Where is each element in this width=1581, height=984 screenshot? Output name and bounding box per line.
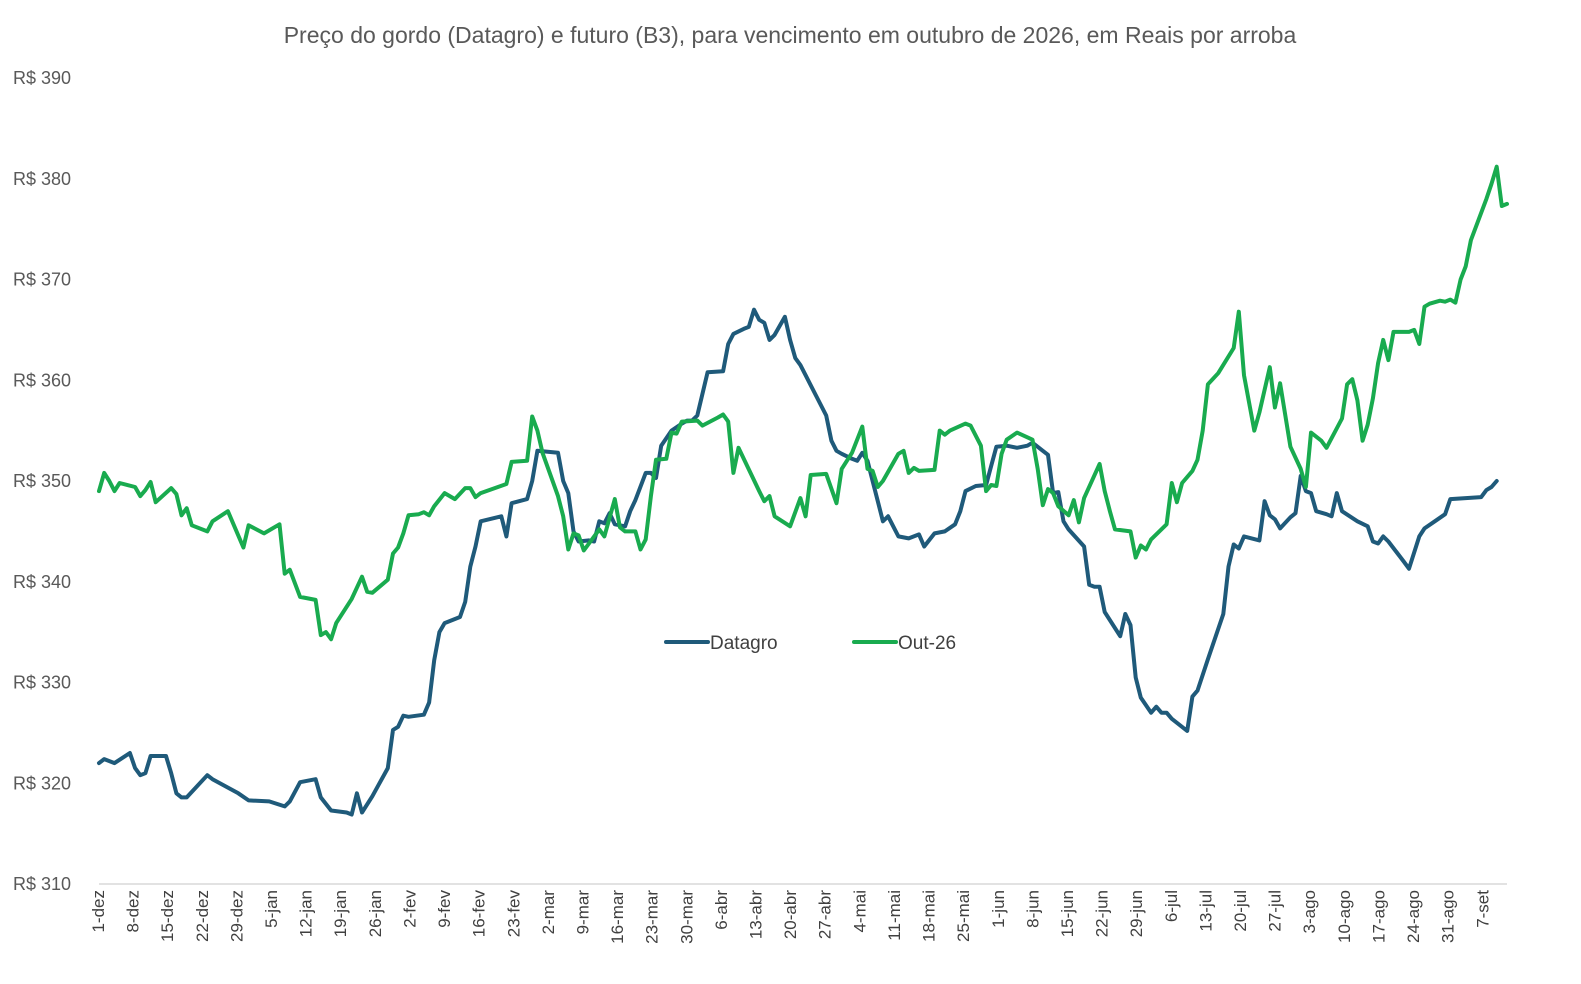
y-tick-label: R$ 320 [13, 773, 71, 793]
y-tick-label: R$ 330 [13, 673, 71, 693]
x-tick-label: 27-abr [816, 890, 835, 939]
x-tick-label: 24-ago [1404, 890, 1423, 943]
y-tick-label: R$ 340 [13, 572, 71, 592]
x-tick-label: 2-fev [400, 890, 419, 928]
x-tick-label: 13-abr [747, 890, 766, 939]
x-tick-label: 2-mar [539, 890, 558, 935]
x-tick-label: 20-jul [1231, 890, 1250, 932]
x-tick-label: 18-mai [920, 890, 939, 942]
x-tick-label: 22-dez [193, 890, 212, 942]
x-tick-label: 6-jul [1162, 890, 1181, 922]
y-tick-label: R$ 360 [13, 370, 71, 390]
x-tick-label: 27-jul [1266, 890, 1285, 932]
x-tick-label: 16-fev [470, 890, 489, 938]
x-tick-label: 5-jan [262, 890, 281, 928]
x-tick-label: 8-jun [1023, 890, 1042, 928]
x-tick-label: 9-fev [435, 890, 454, 928]
y-tick-label: R$ 390 [13, 68, 71, 88]
x-tick-label: 12-jan [297, 890, 316, 937]
x-tick-label: 9-mar [573, 890, 592, 935]
x-tick-label: 7-set [1473, 890, 1492, 928]
x-tick-label: 10-ago [1335, 890, 1354, 943]
x-tick-label: 25-mai [954, 890, 973, 942]
x-tick-label: 11-mai [885, 890, 904, 941]
x-tick-label: 29-jun [1127, 890, 1146, 937]
chart-title: Preço do gordo (Datagro) e futuro (B3), … [284, 22, 1297, 48]
x-tick-label: 31-ago [1439, 890, 1458, 943]
x-axis-ticks: 1-dez 8-dez 15-dez 22-dez 29-dez 5-jan 12-jan 1… [89, 890, 1492, 944]
x-tick-label: 22-jun [1093, 890, 1112, 937]
x-tick-label: 15-jun [1058, 890, 1077, 937]
x-tick-label: 1-dez [89, 890, 108, 933]
x-tick-label: 6-abr [712, 890, 731, 930]
x-tick-label: 29-dez [227, 890, 246, 942]
x-tick-label: 15-dez [158, 890, 177, 942]
y-tick-label: R$ 380 [13, 169, 71, 189]
y-tick-label: R$ 370 [13, 270, 71, 290]
x-tick-label: 8-dez [124, 890, 143, 933]
series-layer [97, 164, 1509, 817]
legend-label: Out-26 [898, 633, 956, 654]
y-tick-label: R$ 310 [13, 874, 71, 894]
legend-label: Datagro [710, 633, 778, 654]
series-line-datagro [97, 307, 1499, 817]
y-tick-label: R$ 350 [13, 471, 71, 491]
x-tick-label: 20-abr [781, 890, 800, 939]
x-tick-label: 3-ago [1300, 890, 1319, 933]
x-tick-label: 4-mai [850, 890, 869, 933]
x-tick-label: 26-jan [366, 890, 385, 937]
y-axis-ticks: R$ 310 R$ 320 R$ 330 R$ 340 R$ 350 R$ 360 R$ 3… [13, 68, 71, 894]
legend: Datagro Out-26 [664, 633, 956, 654]
x-tick-label: 23-mar [643, 890, 662, 944]
x-tick-label: 30-mar [677, 890, 696, 944]
x-tick-label: 23-fev [504, 890, 523, 938]
x-tick-label: 13-jul [1196, 890, 1215, 932]
x-tick-label: 1-jun [989, 890, 1008, 928]
x-tick-label: 17-ago [1369, 890, 1388, 943]
x-tick-label: 19-jan [331, 890, 350, 937]
x-tick-label: 16-mar [608, 890, 627, 944]
series-line-out-26 [97, 164, 1509, 642]
